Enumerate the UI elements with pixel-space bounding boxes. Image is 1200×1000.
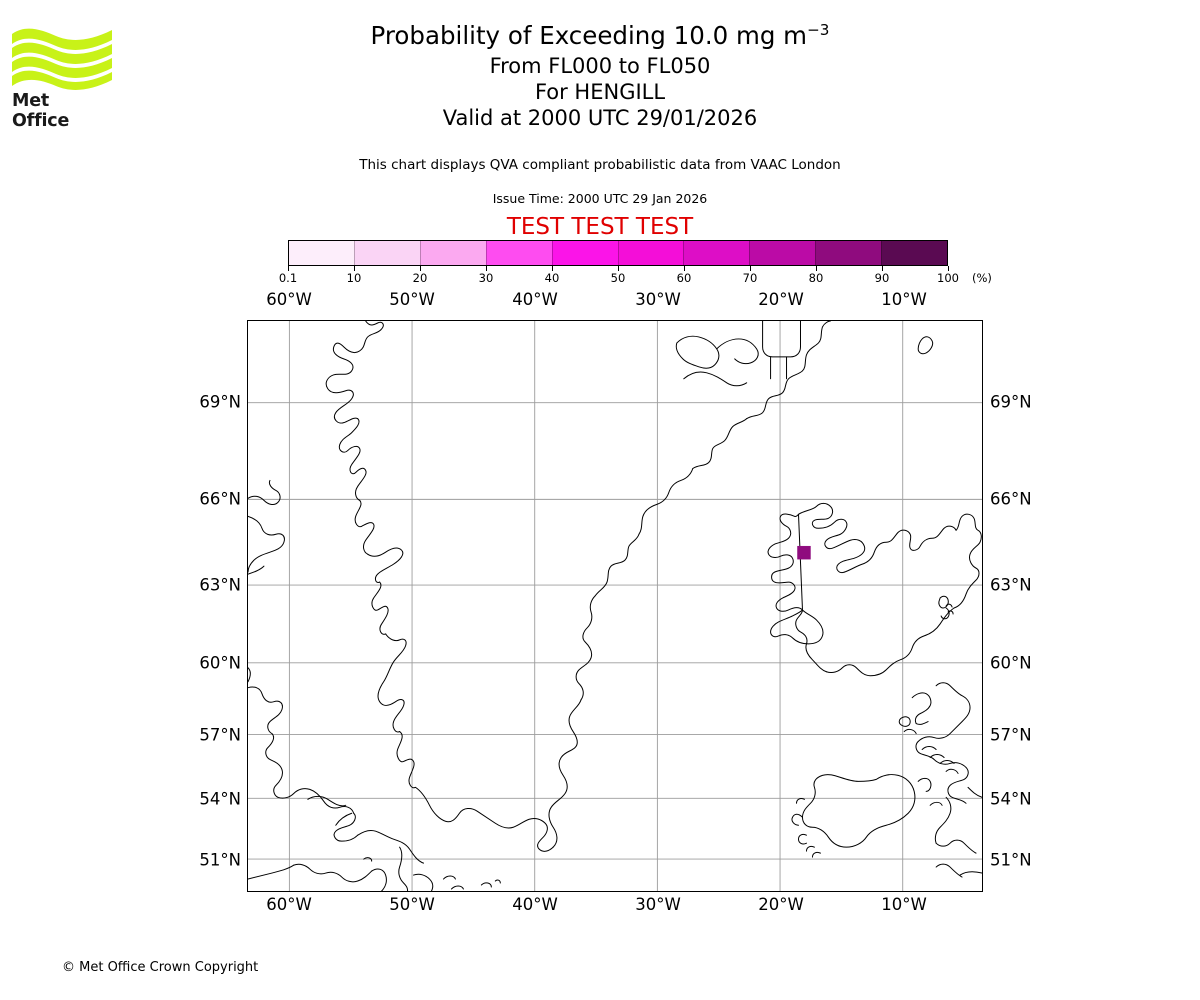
lat-tick-right-4: 57°N: [990, 725, 1032, 745]
lon-tick-top-0: 60°W: [266, 290, 312, 309]
colorbar-tick-7: [750, 266, 751, 271]
colorbar-tick-6: [684, 266, 685, 271]
copyright-notice: © Met Office Crown Copyright: [62, 960, 259, 975]
lon-tick-top-3: 30°W: [635, 290, 681, 309]
lat-tick-left-4: 57°N: [199, 725, 241, 745]
map-canvas: [248, 321, 982, 891]
title-flight-levels: From FL000 to FL050: [489, 53, 711, 78]
colorbar-tick-5: [618, 266, 619, 271]
lat-tick-left-1: 66°N: [199, 489, 241, 509]
lon-tick-bottom-1: 50°W: [389, 895, 435, 914]
lat-tick-left-6: 51°N: [199, 850, 241, 870]
title-exponent: −3: [807, 20, 830, 39]
lat-tick-right-5: 54°N: [990, 789, 1032, 809]
colorbar-segment-2: [419, 241, 486, 265]
colorbar-tick-9: [882, 266, 883, 271]
colorbar-tick-label-5: 50: [610, 271, 626, 285]
colorbar-tick-label-2: 20: [412, 271, 428, 285]
colorbar-tick-label-3: 30: [478, 271, 494, 285]
lon-tick-top-2: 40°W: [512, 290, 558, 309]
lat-tick-right-6: 51°N: [990, 850, 1032, 870]
coastlines: [248, 321, 982, 891]
lon-tick-bottom-4: 20°W: [758, 895, 804, 914]
test-banner: TEST TEST TEST: [506, 214, 694, 240]
colorbar-segment-6: [683, 241, 750, 265]
colorbar-tick-label-0: 0.1: [278, 271, 298, 285]
colorbar-segment-1: [353, 241, 420, 265]
colorbar-segment-7: [749, 241, 816, 265]
page-title: Probability of Exceeding 10.0 mg m−3: [0, 20, 1200, 56]
met-office-logo: Met Office: [12, 26, 112, 131]
lat-tick-right-3: 60°N: [990, 653, 1032, 673]
colorbar-tick-label-7: 70: [742, 271, 758, 285]
colorbar-tick-label-9: 90: [874, 271, 890, 285]
colorbar-segment-5: [617, 241, 684, 265]
colorbar-tick-1: [354, 266, 355, 271]
colorbar-segment-9: [881, 241, 948, 265]
lat-tick-right-2: 63°N: [990, 575, 1032, 595]
colorbar-tick-label-6: 60: [676, 271, 692, 285]
colorbar-tick-label-1: 10: [346, 271, 362, 285]
colorbar-segment-4: [551, 241, 618, 265]
chart-title-block: Probability of Exceeding 10.0 mg m−3 Fro…: [0, 20, 1200, 134]
caption-qva: This chart displays QVA compliant probab…: [359, 157, 841, 173]
colorbar-segment-0: [289, 241, 354, 265]
colorbar-tick-label-10: 100: [937, 271, 959, 285]
grid-longitudes: [288, 321, 904, 891]
lon-tick-bottom-3: 30°W: [635, 895, 681, 914]
grid-latitudes: [248, 402, 982, 860]
met-office-wordmark: Met Office: [12, 91, 70, 131]
lon-tick-top-4: 20°W: [758, 290, 804, 309]
lon-tick-bottom-5: 10°W: [881, 895, 927, 914]
caption-issue-time: Issue Time: 2000 UTC 29 Jan 2026: [492, 191, 708, 206]
probability-cell-marker: [797, 545, 811, 560]
colorbar-tick-10: [948, 266, 949, 271]
lat-tick-left-0: 69°N: [199, 392, 241, 412]
colorbar-gradient: [288, 240, 948, 266]
colorbar-tick-label-4: 40: [544, 271, 560, 285]
lat-tick-left-5: 54°N: [199, 789, 241, 809]
lat-tick-right-0: 69°N: [990, 392, 1032, 412]
title-valid-at: Valid at 2000 UTC 29/01/2026: [442, 105, 758, 130]
lon-tick-bottom-2: 40°W: [512, 895, 558, 914]
lon-tick-bottom-0: 60°W: [266, 895, 312, 914]
colorbar-tick-4: [552, 266, 553, 271]
colorbar-units-label: (%): [972, 271, 992, 285]
colorbar-tick-3: [486, 266, 487, 271]
colorbar-tick-2: [420, 266, 421, 271]
lon-tick-top-1: 50°W: [389, 290, 435, 309]
colorbar-segment-8: [815, 241, 882, 265]
colorbar-tick-0: [288, 266, 289, 271]
title-volcano: For HENGILL: [534, 79, 666, 104]
probability-colorbar: 0.1 10 20 30 40 50 60 70 80 90 100: [279, 240, 959, 285]
colorbar-tick-label-8: 80: [808, 271, 824, 285]
lat-tick-left-2: 63°N: [199, 575, 241, 595]
lat-tick-right-1: 66°N: [990, 489, 1032, 509]
colorbar-tick-8: [816, 266, 817, 271]
met-office-wave-icon: [12, 28, 112, 90]
lon-tick-top-5: 10°W: [881, 290, 927, 309]
map-panel[interactable]: [247, 320, 983, 892]
lat-tick-left-3: 60°N: [199, 653, 241, 673]
title-main-text: Probability of Exceeding 10.0 mg m: [370, 21, 808, 50]
colorbar-segment-3: [485, 241, 552, 265]
